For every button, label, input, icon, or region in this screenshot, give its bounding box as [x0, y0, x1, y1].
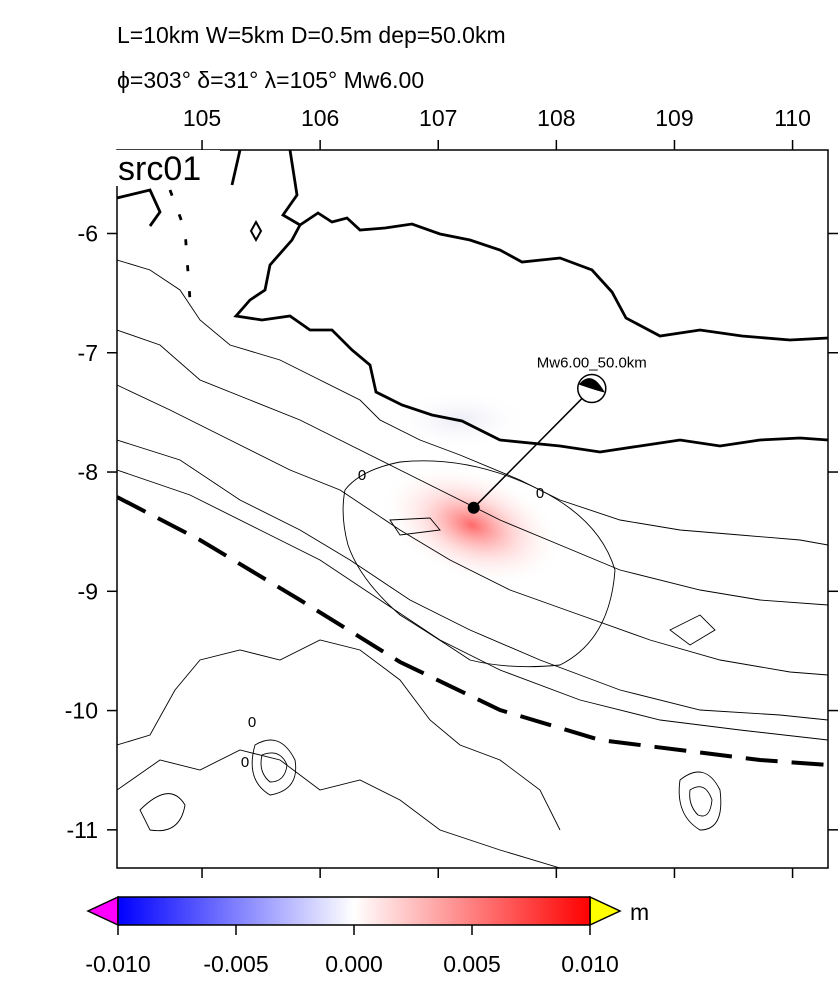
source-marks: Mw6.00_50.0km [467, 355, 647, 514]
contour [139, 793, 186, 832]
x-tick-label: 110 [774, 105, 811, 131]
map-frame [116, 149, 829, 869]
colorbar-tick-label: 0.005 [443, 951, 501, 977]
coastline [233, 224, 828, 454]
contour [389, 517, 441, 536]
contour-label: 0 [358, 467, 366, 484]
contour [260, 752, 288, 783]
contour [117, 259, 828, 546]
slip-shade [380, 463, 564, 587]
contour-label: 0 [248, 714, 256, 731]
contour [117, 329, 828, 606]
y-tick-label: -10 [65, 698, 98, 724]
y-tick-label: -7 [78, 340, 98, 366]
contour [117, 639, 561, 831]
colorbar-tick-label: 0.010 [561, 951, 619, 977]
map-body [117, 150, 828, 868]
colorbar-unit: m [630, 899, 649, 925]
contour-label: 0 [241, 754, 249, 771]
contour [117, 749, 561, 868]
contour [678, 771, 722, 831]
contour [117, 439, 828, 721]
y-tick-label: -9 [78, 578, 98, 604]
colorbar-tick-label: -0.005 [203, 951, 268, 977]
title-line: ϕ=303° δ=31° λ=105° Mw6.00 [117, 67, 424, 93]
coastline [280, 150, 828, 342]
epicenter [467, 501, 480, 514]
y-tick-label: -6 [78, 220, 98, 246]
trench [117, 495, 828, 767]
y-tick-label: -8 [78, 459, 98, 485]
map-label: src01 [118, 150, 201, 188]
contour [251, 739, 297, 796]
zero-contour [342, 460, 616, 668]
colorbar [117, 896, 591, 926]
contour [117, 384, 828, 676]
contour-label: 0 [536, 485, 544, 502]
x-tick-label: 106 [301, 105, 339, 131]
x-tick-label: 109 [655, 105, 693, 131]
colorbar-tick-label: 0.000 [325, 951, 383, 977]
colorbar-low [86, 895, 119, 927]
axes: 105 106 107 108 109 110 -6 -7 -8 -9 -10 -11 [65, 105, 838, 878]
contour [669, 614, 716, 646]
colorbar-ticks: -0.010 -0.005 0.000 0.005 0.010 [85, 925, 619, 977]
focal-label: Mw6.00_50.0km [537, 355, 647, 372]
focal-compression [578, 378, 605, 393]
x-tick-label: 107 [419, 105, 457, 131]
title-line: L=10km W=5km D=0.5m dep=50.0km [117, 22, 506, 48]
focal-link [473, 388, 593, 509]
contour [689, 786, 713, 817]
coastline [117, 188, 162, 227]
y-tick-label: -11 [66, 817, 98, 843]
island [249, 219, 263, 243]
x-tick-label: 108 [537, 105, 575, 131]
colorbar-high [589, 895, 622, 927]
coastline [168, 189, 192, 301]
x-tick-label: 105 [183, 105, 221, 131]
colorbar-tick-label: -0.010 [85, 951, 150, 977]
label-box [114, 150, 220, 186]
coastline [230, 150, 242, 186]
